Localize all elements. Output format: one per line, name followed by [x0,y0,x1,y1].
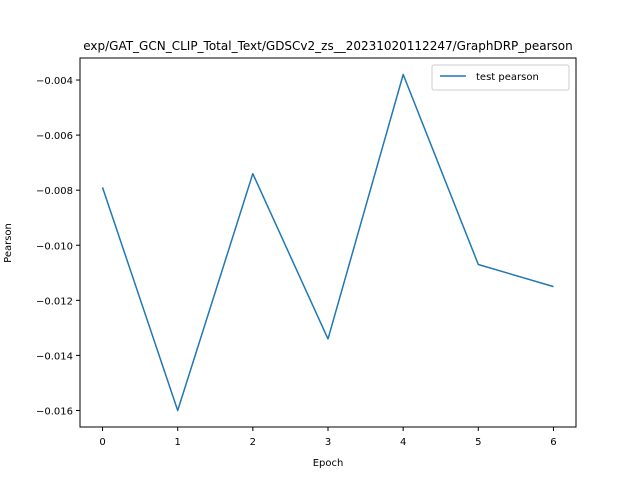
y-tick-label: −0.006 [36,131,73,142]
series-line-test-pearson [101,73,554,412]
chart-title: exp/GAT_GCN_CLIP_Total_Text/GDSCv2_zs__2… [83,39,573,53]
y-tick-label: −0.014 [36,351,73,362]
x-tick-label: 0 [99,437,105,448]
x-tick-label: 1 [175,437,181,448]
series-layer [101,73,554,412]
y-axis-label: Pearson [3,223,14,263]
y-tick-label: −0.016 [36,406,73,417]
legend: test pearson [431,64,570,91]
x-tick-label: 5 [475,437,481,448]
legend-box [431,64,570,91]
x-tick-label: 2 [250,437,256,448]
plot-area-frame [79,57,577,428]
x-tick-label: 3 [325,437,331,448]
ticks-layer: 0 1 2 3 4 5 6 −0.016 −0.014 −0.012 −0.010 −0.008 −0.… [36,76,557,448]
x-axis-label: Epoch [313,458,344,469]
y-tick-label: −0.004 [36,76,73,87]
x-tick-label: 6 [550,437,556,448]
legend-label: test pearson [476,72,539,83]
y-tick-label: −0.010 [36,241,73,252]
x-tick-label: 4 [400,437,406,448]
y-tick-label: −0.008 [36,186,73,197]
y-tick-label: −0.012 [36,296,73,307]
